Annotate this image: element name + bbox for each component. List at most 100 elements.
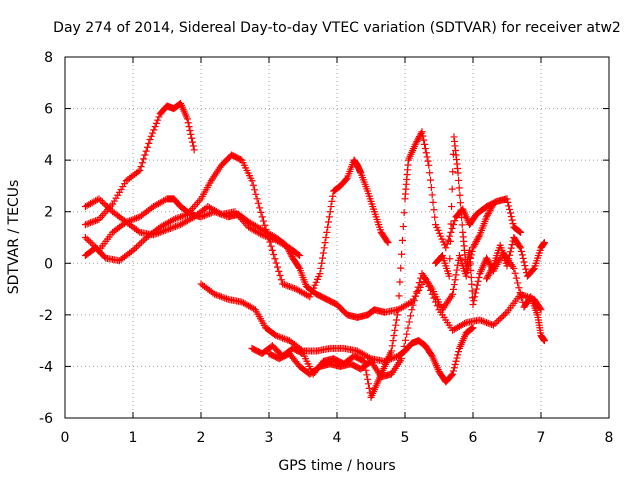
data-point [450, 364, 458, 372]
data-point [488, 265, 496, 273]
data-point [262, 225, 270, 233]
data-point [258, 231, 266, 239]
data-point [484, 210, 492, 218]
data-point [507, 244, 515, 252]
data-point [277, 333, 285, 341]
data-point [455, 184, 463, 192]
data-point [517, 247, 525, 255]
y-tick-label: -6 [39, 411, 53, 427]
data-point [172, 215, 179, 223]
y-tick-label: -2 [39, 308, 53, 324]
data-point [510, 264, 518, 272]
data-point [129, 246, 137, 254]
data-point [132, 214, 140, 222]
data-point [160, 227, 168, 235]
data-point [388, 342, 396, 350]
data-point [427, 351, 435, 359]
data-point [364, 380, 372, 388]
y-tick-label: -4 [39, 359, 53, 375]
data-point [151, 123, 159, 131]
data-point [397, 264, 405, 272]
data-point [274, 332, 281, 340]
data-point [472, 239, 480, 247]
data-point [140, 155, 148, 163]
data-point [390, 331, 398, 339]
data-point [458, 221, 466, 229]
data-point [363, 371, 371, 379]
data-point [184, 119, 192, 127]
data-point [471, 241, 479, 249]
data-point [415, 133, 423, 141]
data-point [504, 258, 512, 266]
data-point [149, 129, 157, 137]
data-point [138, 238, 145, 246]
data-point [285, 282, 293, 290]
data-point [485, 208, 493, 216]
data-point [104, 203, 111, 211]
data-point [468, 324, 476, 332]
data-point [387, 347, 395, 355]
data-point [271, 255, 279, 263]
data-point [154, 116, 162, 124]
data-point [488, 321, 496, 329]
data-point [484, 272, 492, 280]
data-point [425, 161, 433, 169]
data-point [325, 218, 332, 226]
data-point [389, 354, 397, 362]
data-point [146, 136, 154, 144]
data-point [161, 226, 169, 234]
data-point [88, 240, 96, 248]
data-point [170, 215, 178, 223]
data-point [190, 146, 198, 154]
data-point [484, 319, 492, 327]
data-point [279, 280, 287, 288]
data-point [414, 283, 422, 291]
data-point [132, 243, 140, 251]
data-point [423, 153, 431, 161]
data-point [453, 354, 461, 362]
data-point [529, 265, 537, 273]
data-point [87, 238, 94, 246]
data-point [456, 199, 464, 207]
y-tick-label: 4 [44, 153, 53, 169]
data-point [270, 235, 278, 243]
data-point [150, 126, 158, 134]
data-point [95, 195, 103, 203]
data-point [219, 293, 227, 301]
data-point [364, 375, 372, 383]
data-point [101, 253, 109, 261]
data-point [511, 269, 519, 277]
data-point [166, 224, 174, 232]
data-points [81, 99, 548, 401]
data-point [466, 246, 474, 254]
data-point [454, 261, 462, 269]
data-point [448, 371, 456, 379]
data-point [517, 293, 525, 301]
x-tick-label: 5 [401, 430, 410, 446]
data-point [180, 212, 188, 220]
data-point [136, 166, 144, 174]
data-point [270, 251, 278, 259]
data-point [428, 191, 436, 199]
data-point [295, 263, 303, 271]
data-point [466, 260, 474, 268]
data-point [506, 251, 514, 259]
data-point [438, 253, 446, 261]
data-point [453, 266, 461, 274]
data-point [421, 145, 429, 153]
data-point [468, 280, 476, 288]
data-point [272, 331, 280, 339]
data-point [500, 312, 508, 320]
data-point [248, 177, 256, 185]
data-point [141, 151, 149, 159]
data-point [275, 267, 283, 275]
y-tick-label: 6 [44, 102, 53, 118]
data-point [325, 213, 333, 221]
data-point [475, 233, 483, 241]
data-point [467, 267, 475, 275]
series-track-c [81, 151, 392, 301]
data-point [398, 250, 406, 258]
data-point [412, 292, 420, 300]
data-point [384, 239, 392, 247]
data-point [463, 269, 471, 277]
